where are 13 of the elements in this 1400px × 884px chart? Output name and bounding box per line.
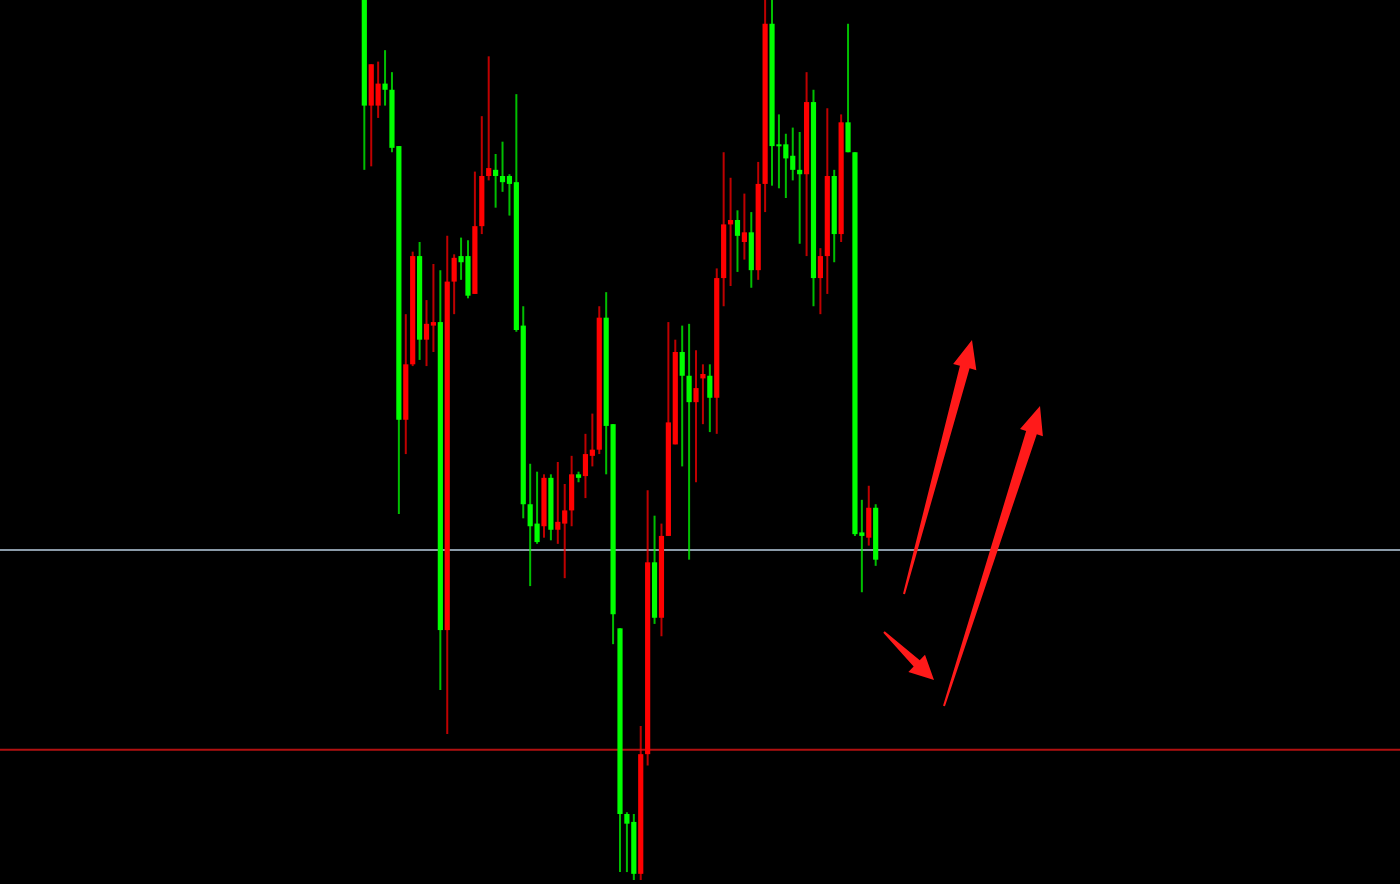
candlestick [686,322,692,561]
candlestick [734,209,741,273]
candlestick [693,349,699,484]
candlestick [375,60,381,119]
candlestick [748,211,754,289]
candlestick [866,484,872,547]
candlestick [845,22,851,154]
candlestick [368,63,374,168]
candlestick [555,461,561,545]
candlestick [493,153,499,209]
candlestick [707,363,713,434]
candlestick [465,239,471,300]
candlestick [741,192,747,261]
